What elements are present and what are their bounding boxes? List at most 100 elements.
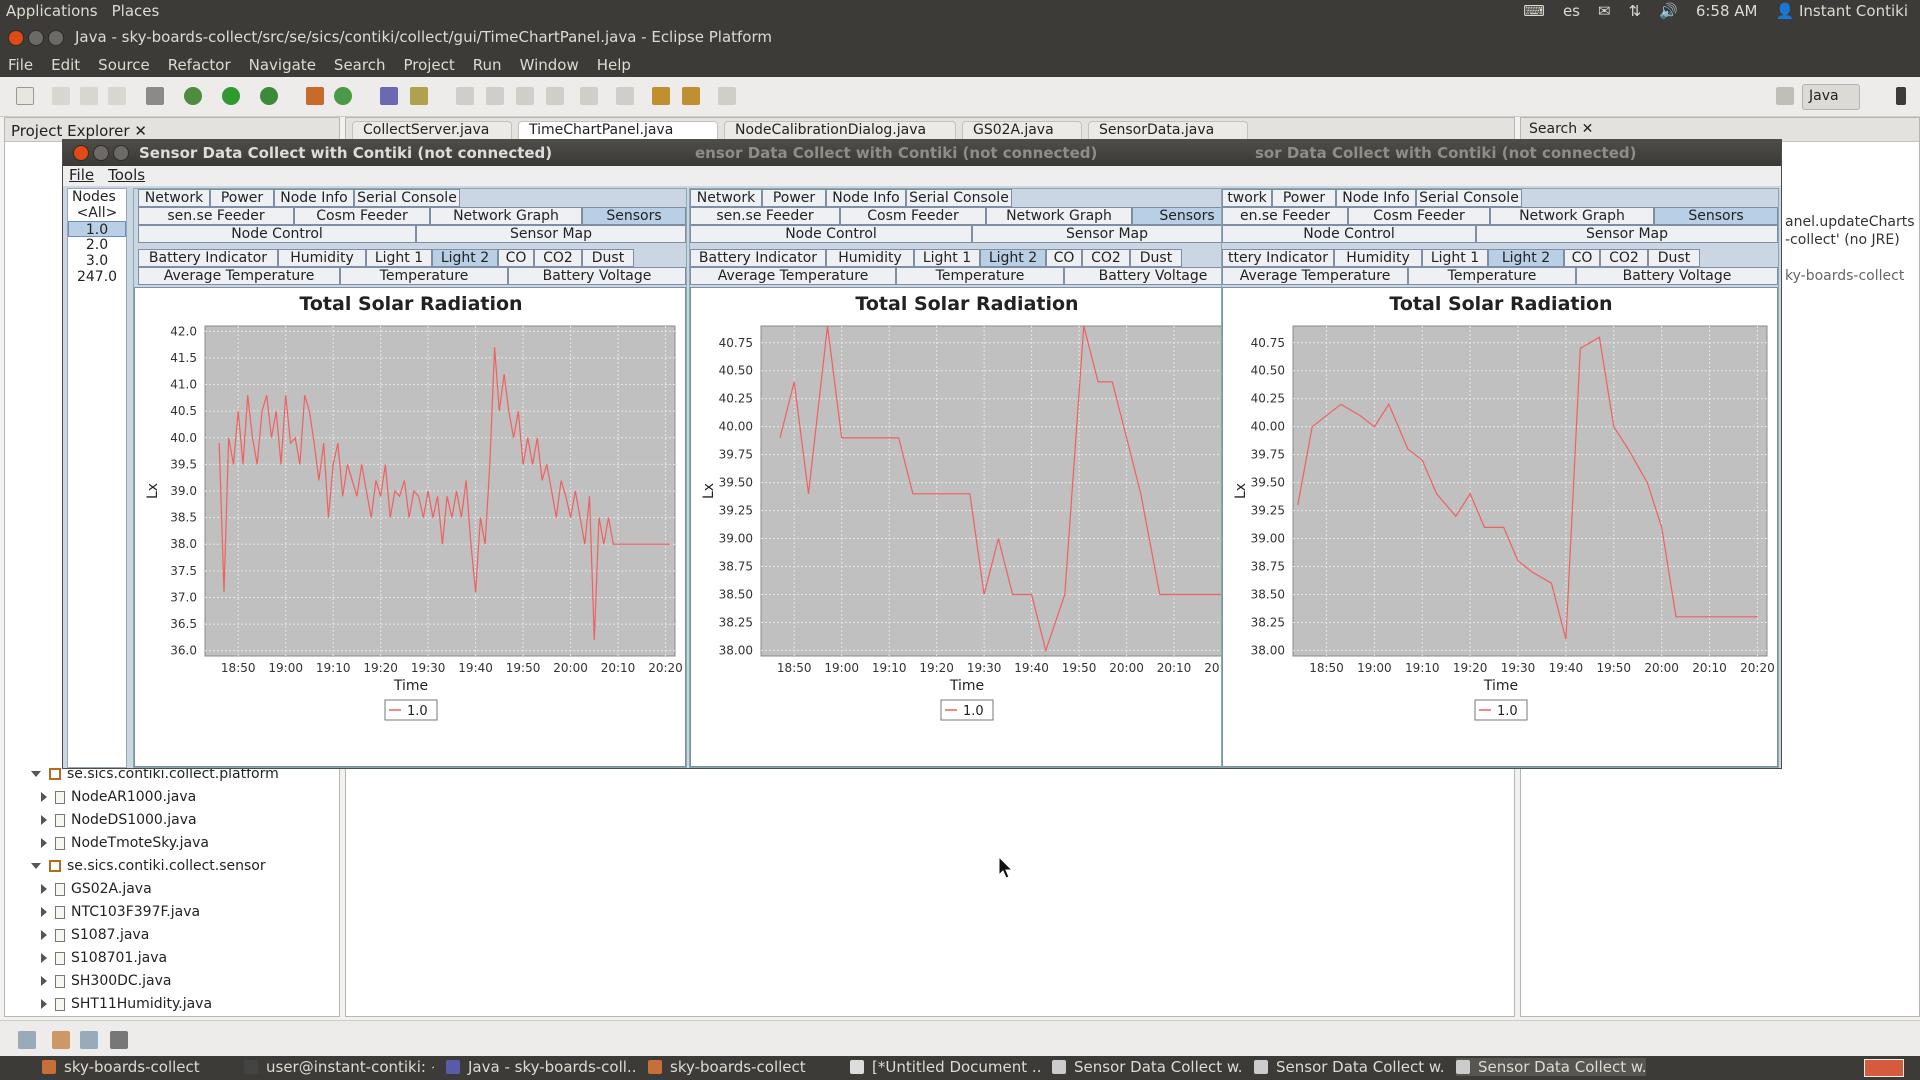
tab-battery-indicator[interactable]: Battery Indicator [690,249,826,267]
external-tools-icon[interactable] [260,87,278,105]
menu-search[interactable]: Search [333,55,386,74]
mail-icon[interactable]: ✉ [1597,2,1611,20]
keyboard-icon[interactable]: ⌨ [1523,2,1545,20]
save-all-icon[interactable] [80,87,98,105]
node-item-all[interactable]: <All> [76,205,118,221]
tab-network[interactable]: Network [138,189,210,207]
tab-temperature[interactable]: Temperature [340,267,508,285]
tab-power[interactable]: Power [762,189,826,207]
menu-file[interactable]: File [69,166,95,184]
tab-cosm-feeder[interactable]: Cosm Feeder [840,207,986,225]
tab-average-temperature[interactable]: Average Temperature [138,267,340,285]
expand-icon[interactable] [41,838,47,848]
tab-light-2[interactable]: Light 2 [432,249,498,267]
network-icon[interactable]: ⇅ [1628,2,1642,20]
clock[interactable]: 6:58 AM [1695,2,1758,20]
close-window-button[interactable] [8,30,24,46]
menu-navigate[interactable]: Navigate [248,55,316,74]
minimize-window-button[interactable] [28,30,44,46]
tab-average-temperature[interactable]: Average Temperature [1222,267,1408,285]
tab-nodecalibrationdialog[interactable]: NodeCalibrationDialog.java [724,121,956,142]
task-item[interactable]: Sensor Data Collect w... [1254,1058,1444,1076]
tab-dust[interactable]: Dust [1130,249,1182,267]
task-item[interactable]: Sensor Data Collect w... [1052,1058,1242,1076]
tab-sensor-map[interactable]: Sensor Map [972,225,1242,243]
back-icon[interactable] [682,87,700,105]
tab-temperature[interactable]: Temperature [1408,267,1576,285]
task-item[interactable]: sky-boards-collect [42,1058,232,1076]
tab-battery-voltage[interactable]: Battery Voltage [508,267,686,285]
debug-icon[interactable] [184,87,202,105]
tree-item-file[interactable]: SHT11Humidity.java [41,996,212,1018]
tab-humidity[interactable]: Humidity [826,249,914,267]
toggle-word-wrap-icon[interactable] [486,87,504,105]
tab-co2[interactable]: CO2 [534,249,582,267]
tab-sensors[interactable]: Sensors [1132,207,1242,225]
tab-sensors[interactable]: Sensors [582,207,686,225]
workspace-switcher-icon[interactable] [1864,1059,1904,1077]
show-whitespace-icon[interactable] [516,87,534,105]
tab-node-control[interactable]: Node Control [138,225,416,243]
java-perspective-button[interactable]: Java [1802,84,1860,110]
search-result-line[interactable]: ky-boards-collect [1785,268,1905,284]
tab-sense-feeder[interactable]: sen.se Feeder [138,207,294,225]
hierarchy-icon[interactable] [80,1031,98,1049]
collapse-icon[interactable] [31,863,41,869]
last-edit-icon[interactable] [652,87,670,105]
tree-item-file[interactable]: NTC103F397F.java [41,904,200,926]
new-java-class-icon[interactable] [334,87,352,105]
menu-edit[interactable]: Edit [51,55,81,74]
tree-item-package[interactable]: se.sics.contiki.collect.platform [31,766,279,788]
tab-dust[interactable]: Dust [1648,249,1700,267]
menu-project[interactable]: Project [403,55,455,74]
tab-network-graph[interactable]: Network Graph [986,207,1132,225]
menu-window[interactable]: Window [519,55,579,74]
tab-network-graph[interactable]: Network Graph [430,207,582,225]
tab-light-1[interactable]: Light 1 [366,249,432,267]
package-explorer-icon[interactable] [52,1031,70,1049]
tab-sense-feeder[interactable]: sen.se Feeder [690,207,840,225]
previous-annotation-icon[interactable] [616,87,634,105]
tab-network-graph[interactable]: Network Graph [1490,207,1654,225]
tab-node-info[interactable]: Node Info [826,189,906,207]
print-icon[interactable] [108,87,126,105]
tree-item-file[interactable]: SH300DC.java [41,973,171,995]
expand-icon[interactable] [41,999,47,1009]
tab-humidity[interactable]: Humidity [1334,249,1422,267]
menu-run[interactable]: Run [472,55,502,74]
tab-power[interactable]: Power [210,189,274,207]
tab-humidity[interactable]: Humidity [278,249,366,267]
maximize-window-button[interactable] [48,30,64,46]
expand-icon[interactable] [41,930,47,940]
tab-timechartpanel[interactable]: TimeChartPanel.java [518,121,718,142]
node-item[interactable]: 3.0 [85,253,109,269]
tab-co2[interactable]: CO2 [1600,249,1648,267]
tab-network[interactable]: twork [1222,189,1272,207]
volume-icon[interactable]: 🔊 [1659,2,1678,20]
tab-average-temperature[interactable]: Average Temperature [690,267,896,285]
tab-node-info[interactable]: Node Info [1336,189,1416,207]
tab-sensor-map[interactable]: Sensor Map [416,225,686,243]
tab-battery-indicator[interactable]: Battery Indicator [138,249,278,267]
tab-light-2[interactable]: Light 2 [1488,249,1564,267]
tab-cosm-feeder[interactable]: Cosm Feeder [1348,207,1490,225]
node-item[interactable]: 247.0 [76,269,118,285]
task-item[interactable]: [*Untitled Document ... [850,1058,1040,1076]
tab-serial-console[interactable]: Serial Console [354,189,460,207]
open-type-icon[interactable] [380,87,398,105]
tab-network[interactable]: Network [690,189,762,207]
tab-battery-indicator[interactable]: ttery Indicator [1222,249,1334,267]
expand-icon[interactable] [41,815,47,825]
tab-serial-console[interactable]: Serial Console [1416,189,1522,207]
bug-icon[interactable] [110,1031,128,1049]
expand-icon[interactable] [41,976,47,986]
tab-node-control[interactable]: Node Control [1222,225,1476,243]
menu-help[interactable]: Help [596,55,631,74]
fast-view-icon[interactable] [18,1031,36,1049]
tree-item-file[interactable]: NodeTmoteSky.java [41,835,209,857]
tab-co[interactable]: CO [1564,249,1600,267]
node-item[interactable]: 1.0 [68,221,126,238]
menu-tools[interactable]: Tools [108,166,146,184]
expand-icon[interactable] [41,953,47,963]
tab-dust[interactable]: Dust [582,249,634,267]
